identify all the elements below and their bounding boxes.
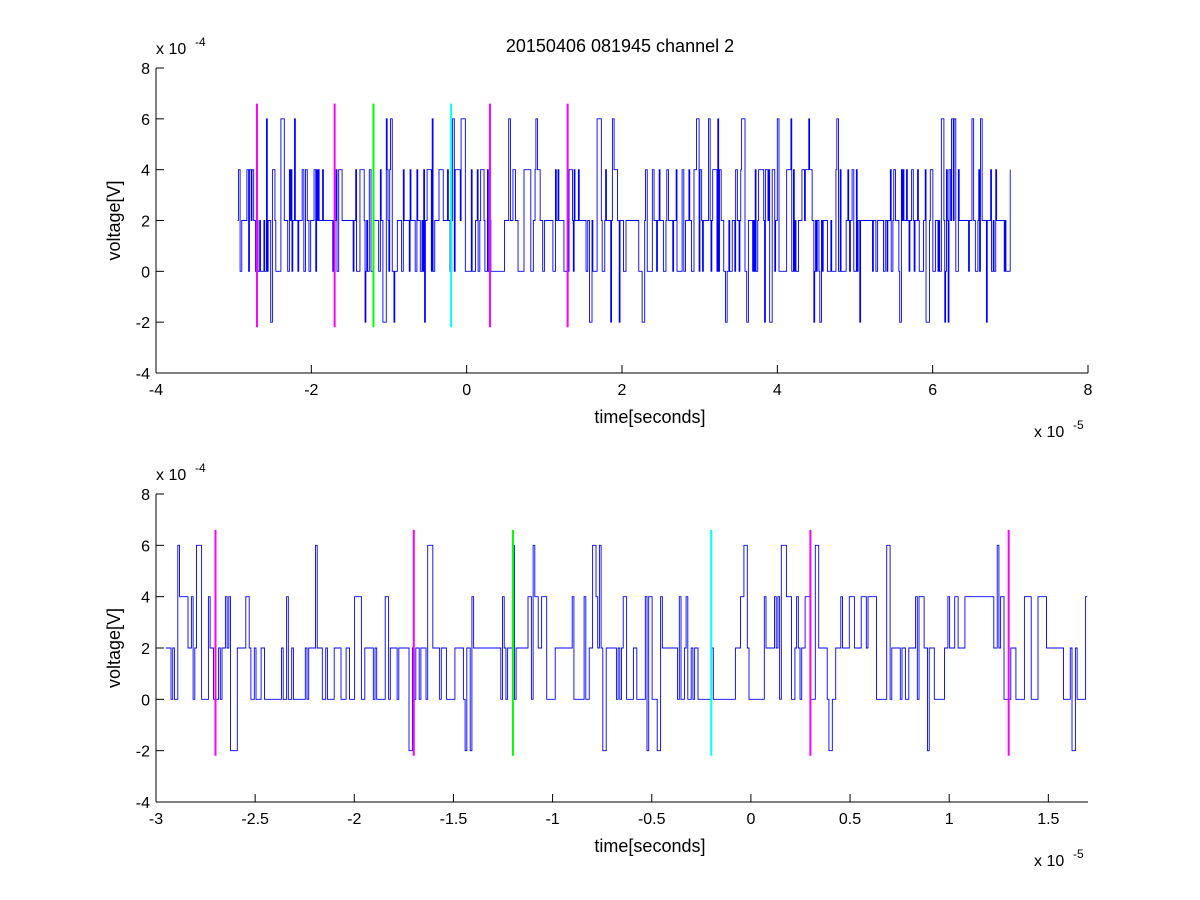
y-multiplier-exponent: -4 xyxy=(195,461,206,475)
x-tick-label: -4 xyxy=(149,382,163,399)
x-multiplier-exponent: -5 xyxy=(1073,418,1084,432)
x-tick-label: -2 xyxy=(347,811,361,828)
x-tick-label: 4 xyxy=(773,382,782,399)
y-tick-label: -2 xyxy=(136,315,150,332)
x-multiplier: x 10 xyxy=(1034,853,1064,870)
x-tick-label: 6 xyxy=(928,382,937,399)
signal-trace xyxy=(237,118,1011,323)
y-tick-label: 0 xyxy=(141,264,150,281)
x-tick-label: 0 xyxy=(462,382,471,399)
x-axis-label: time[seconds] xyxy=(594,407,705,427)
y-tick-label: 8 xyxy=(141,61,150,78)
y-axis-label: voltage[V] xyxy=(104,608,124,688)
y-multiplier-exponent: -4 xyxy=(195,35,206,49)
x-tick-label: -3 xyxy=(149,811,163,828)
x-tick-label: -2.5 xyxy=(241,811,269,828)
y-tick-label: -4 xyxy=(136,795,150,812)
bottom-subplot: -3 -2.5 -2 -1.5 -1 -0.5 0 0.5 1 1.5 -4 -2 0 2 4 6 8 time[… xyxy=(104,461,1088,870)
y-tick-label: -4 xyxy=(136,366,150,383)
x-tick-label: 8 xyxy=(1084,382,1093,399)
x-tick-label: -0.5 xyxy=(638,811,666,828)
x-tick-label: 0 xyxy=(746,811,755,828)
x-tick-label: 1 xyxy=(945,811,954,828)
x-tick-label: 2 xyxy=(618,382,627,399)
y-multiplier: x 10 xyxy=(156,41,186,58)
signal-trace xyxy=(165,544,1088,752)
figure-title: 20150406 081945 channel 2 xyxy=(506,36,734,56)
y-tick-label: 6 xyxy=(141,112,150,129)
x-tick-label: 1.5 xyxy=(1037,811,1059,828)
y-tick-label: 2 xyxy=(141,214,150,231)
y-axis-label: voltage[V] xyxy=(104,180,124,260)
y-tick-label: 6 xyxy=(141,538,150,555)
y-tick-label: 2 xyxy=(141,641,150,658)
y-tick-label: 4 xyxy=(141,163,150,180)
y-tick-label: 8 xyxy=(141,487,150,504)
top-subplot: -4 -2 0 2 4 6 8 -4 -2 0 2 4 6 8 time[seconds] voltage[V… xyxy=(104,35,1093,441)
x-multiplier-exponent: -5 xyxy=(1073,847,1084,861)
y-tick-label: 4 xyxy=(141,590,150,607)
x-tick-label: -1.5 xyxy=(440,811,468,828)
x-axis-label: time[seconds] xyxy=(594,836,705,856)
x-tick-label: -1 xyxy=(545,811,559,828)
y-tick-label: 0 xyxy=(141,692,150,709)
y-tick-label: -2 xyxy=(136,744,150,761)
y-multiplier: x 10 xyxy=(156,467,186,484)
x-multiplier: x 10 xyxy=(1034,424,1064,441)
x-tick-label: -2 xyxy=(304,382,318,399)
x-tick-label: 0.5 xyxy=(839,811,861,828)
